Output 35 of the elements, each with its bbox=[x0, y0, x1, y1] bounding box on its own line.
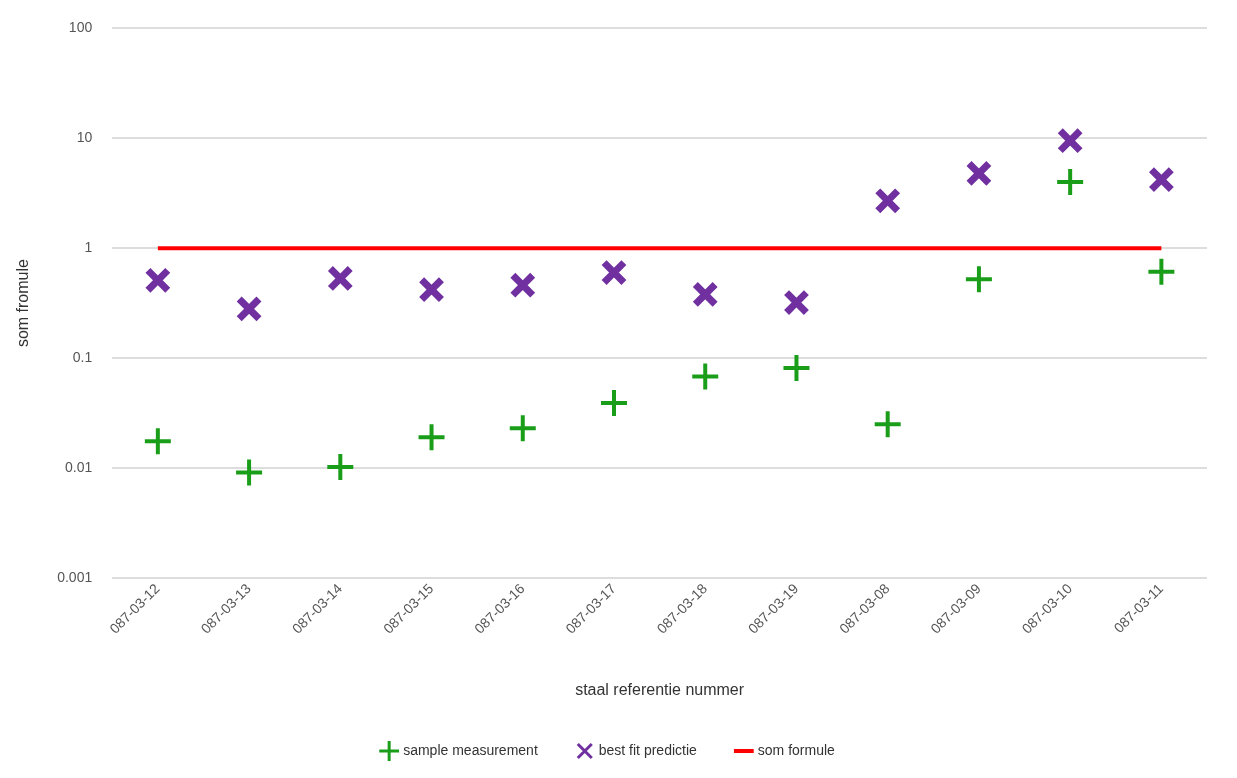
point bbox=[144, 428, 171, 455]
point bbox=[783, 355, 810, 382]
point bbox=[874, 187, 902, 215]
legend-label: best fit predictie bbox=[598, 741, 698, 758]
y-tick-label: 10 bbox=[76, 129, 93, 146]
point bbox=[1147, 166, 1175, 194]
y-tick-label: 100 bbox=[68, 19, 93, 36]
point bbox=[327, 453, 354, 480]
point bbox=[1057, 169, 1084, 195]
y-tick-label: 0.01 bbox=[64, 458, 93, 475]
point bbox=[236, 459, 263, 486]
y-tick-label: 1 bbox=[84, 239, 93, 256]
point bbox=[965, 266, 992, 293]
point bbox=[418, 276, 445, 303]
y-axis-title: som fromule bbox=[14, 258, 32, 348]
point bbox=[600, 259, 628, 286]
point bbox=[144, 266, 172, 294]
point bbox=[1056, 127, 1084, 155]
point bbox=[783, 289, 810, 316]
point bbox=[509, 271, 537, 299]
y-tick-label: 0.001 bbox=[57, 568, 93, 585]
legend-label: som formule bbox=[757, 741, 836, 758]
point bbox=[1148, 258, 1175, 285]
point bbox=[691, 280, 719, 308]
x-axis-title: staal referentie nummer bbox=[575, 680, 745, 698]
point bbox=[509, 415, 536, 442]
point bbox=[874, 411, 901, 438]
legend-label: sample measurement bbox=[403, 741, 538, 758]
point bbox=[965, 159, 993, 187]
point bbox=[326, 265, 354, 292]
point bbox=[418, 424, 445, 451]
point bbox=[692, 363, 719, 390]
point bbox=[235, 295, 263, 323]
y-tick-label: 0.1 bbox=[72, 348, 93, 365]
point bbox=[601, 389, 627, 416]
